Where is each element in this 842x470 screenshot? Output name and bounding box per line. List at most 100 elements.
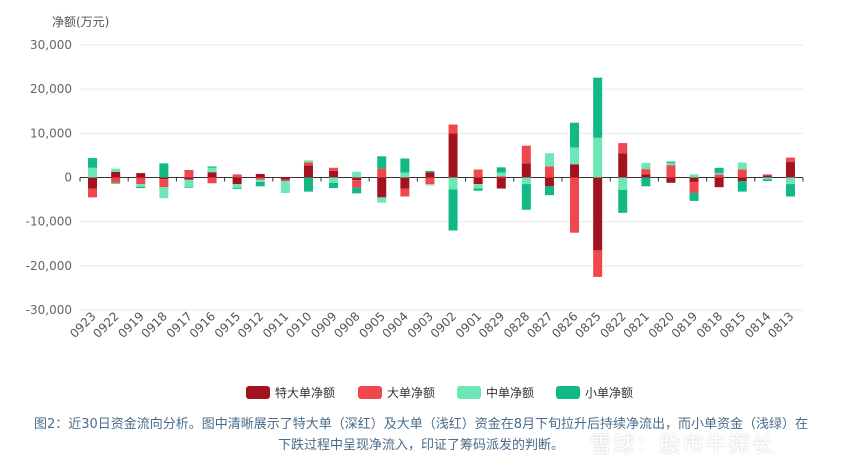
bar-segment [448, 124, 458, 134]
bar-segment [641, 177, 651, 187]
bar-segment [473, 188, 483, 191]
bar-segment [544, 186, 554, 196]
bar-segment [689, 174, 699, 178]
bar-segment [666, 162, 676, 166]
bar-segment [448, 189, 458, 231]
bar-segment [377, 197, 387, 203]
caption-line-2: 下跌过程中呈现净流入，印证了筹码派发的判断。 [277, 438, 564, 453]
bar-segment [425, 170, 435, 173]
x-tick-label: 0908 [331, 309, 362, 340]
x-tick-label: 0828 [501, 309, 532, 340]
x-tick-label: 0829 [476, 309, 507, 340]
y-tick-label: -20,000 [26, 259, 72, 273]
x-tick-label: 0905 [356, 309, 387, 340]
caption-line-1: 图2：近30日资金流向分析。图中清晰展示了特大单（深红）及大单（浅红）资金在8月… [33, 417, 809, 432]
legend-swatch [556, 386, 580, 399]
bar-segment [352, 177, 362, 181]
y-tick-label: -30,000 [26, 303, 72, 317]
bar-segment [521, 163, 531, 178]
bar-segment [762, 175, 772, 178]
bar-segment [785, 184, 795, 197]
net-flow-bar-chart: 净额(万元) 30,000 20,000 10,000 0 -10,000 -20,000 -… [26, 15, 804, 400]
bar-segment [111, 177, 121, 183]
watermark: 雪球：股市牛探长 [590, 433, 775, 458]
x-tick-label: 0915 [212, 309, 243, 340]
figure-caption: 图2：近30日资金流向分析。图中清晰展示了特大单（深红）及大单（浅红）资金在8月… [0, 414, 842, 456]
x-tick-label: 0822 [597, 309, 628, 340]
bar-segment [184, 186, 194, 188]
bar-segment [593, 177, 603, 251]
x-tick-label: 0918 [138, 309, 169, 340]
x-tick-label: 0820 [646, 309, 677, 340]
bar-segment [352, 187, 362, 194]
x-tick-label: 0814 [742, 309, 773, 340]
bar-segment [207, 167, 217, 173]
bar-segment [521, 184, 531, 210]
bar-segment [689, 177, 699, 182]
bar-segment [521, 177, 531, 185]
legend-label: 特大单净额 [275, 385, 335, 400]
x-tick-label: 0826 [549, 309, 580, 340]
bar-segment [762, 174, 772, 176]
bar-segment [762, 179, 772, 182]
bar-segment [184, 169, 194, 178]
x-tick-label: 0815 [717, 309, 748, 340]
bar-segment [641, 174, 651, 178]
bar-segment [496, 177, 506, 189]
bar-segment [232, 177, 242, 185]
bar-segment [714, 174, 724, 178]
bar-segment [785, 177, 795, 185]
bar-segment [159, 179, 169, 188]
y-tick-label: 30,000 [30, 38, 72, 52]
bar-segment [255, 179, 265, 182]
bar-segment [184, 179, 194, 187]
bar-segment [255, 181, 265, 187]
bar-segment [544, 177, 554, 187]
legend-swatch [358, 386, 382, 399]
bar-segment [136, 184, 146, 187]
x-tick-label: 0919 [115, 309, 146, 340]
bar-segment [303, 162, 313, 166]
bar-segment [496, 176, 506, 178]
bar-segment [570, 164, 580, 178]
y-tick-label: -10,000 [26, 215, 72, 229]
bar-segment [111, 171, 121, 178]
bar-segment [303, 160, 313, 163]
bar-segment [473, 177, 483, 185]
bar-segment [521, 145, 531, 164]
x-tick-label: 0902 [428, 309, 459, 340]
y-tick-label: 20,000 [30, 82, 72, 96]
x-tick-label: 0821 [620, 309, 651, 340]
bar-segment [473, 184, 483, 189]
x-tick-label: 0912 [235, 309, 266, 340]
bar-segment [280, 177, 290, 180]
x-tick-label: 0818 [694, 309, 725, 340]
bar-segment [352, 180, 362, 188]
bar-segment [593, 77, 603, 138]
bar-segment [159, 163, 169, 178]
x-tick-label: 0819 [669, 309, 700, 340]
bar-segment [329, 167, 339, 171]
bar-segment [280, 181, 290, 193]
bar-segment [544, 166, 554, 178]
x-tick-label: 0909 [308, 309, 339, 340]
legend-swatch [246, 386, 270, 399]
x-tick-label: 0903 [405, 309, 436, 340]
bar-segment [544, 153, 554, 167]
x-tick-label: 0910 [283, 309, 314, 340]
bar-segment [232, 174, 242, 178]
bar-segment [641, 169, 651, 175]
bar-segment [88, 188, 98, 198]
bar-segment [329, 177, 339, 183]
bar-segment [473, 169, 483, 178]
bar-segment [666, 161, 676, 163]
bar-segment [666, 177, 676, 183]
bar-segment [618, 143, 628, 154]
bar-segment [448, 177, 458, 190]
bar-segment [159, 187, 169, 199]
bar-segment [714, 177, 724, 188]
legend-label: 大单净额 [387, 386, 435, 400]
bar-segment [280, 179, 290, 182]
bar-segment [377, 156, 387, 169]
bar-segment [255, 177, 265, 180]
